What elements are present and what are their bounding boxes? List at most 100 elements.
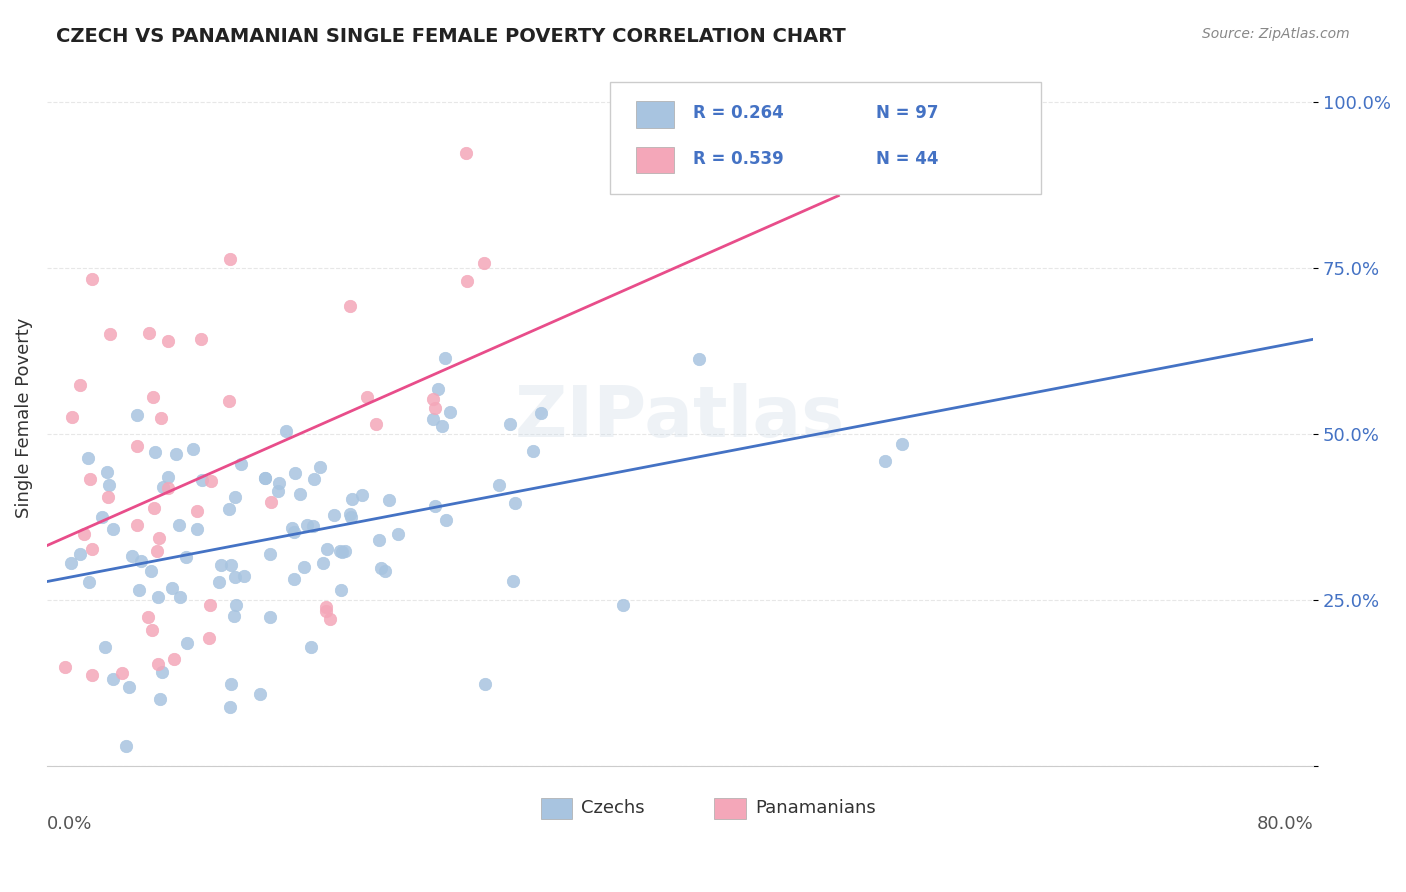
Point [125,408,148,422]
Point [253,471,276,485]
Point [224,490,246,504]
Point [131,554,153,568]
Text: 80.0%: 80.0% [1257,815,1313,833]
Point [218,393,240,408]
Point [149,411,172,425]
Point [156,481,179,495]
Point [169,591,191,605]
Point [219,677,242,691]
Text: Panamanians: Panamanians [755,799,876,817]
Point [219,699,242,714]
Point [433,351,456,365]
Point [302,472,325,486]
Point [322,508,344,522]
FancyBboxPatch shape [541,797,572,819]
Point [101,672,124,686]
Point [430,419,453,434]
Point [423,401,446,415]
Point [69,547,91,561]
Point [612,598,634,612]
Point [456,274,478,288]
FancyBboxPatch shape [636,146,673,173]
Point [73,526,96,541]
Point [299,640,322,654]
Point [209,558,232,572]
Point [80,541,103,556]
Point [150,665,173,679]
Point [190,332,212,346]
Point [374,564,396,578]
Point [302,519,325,533]
Point [176,635,198,649]
Point [339,507,361,521]
Point [110,665,132,680]
Point [69,378,91,392]
Point [284,467,307,481]
Point [146,544,169,558]
Point [82,668,104,682]
Point [319,612,342,626]
Point [186,503,208,517]
Point [425,500,447,514]
Text: N = 44: N = 44 [876,150,939,168]
FancyBboxPatch shape [610,82,1040,194]
Point [259,547,281,561]
Point [283,524,305,539]
Point [198,598,221,612]
Point [145,445,167,459]
Point [115,739,138,754]
Point [98,478,121,492]
Point [259,610,281,624]
Point [218,502,240,516]
Point [249,687,271,701]
Point [156,470,179,484]
Point [225,598,247,612]
Point [96,465,118,479]
Point [472,256,495,270]
Point [142,390,165,404]
Point [370,561,392,575]
Point [439,404,461,418]
Point [98,326,121,341]
Point [434,513,457,527]
Point [60,409,83,424]
Point [207,575,229,590]
Point [308,459,330,474]
Point [295,517,318,532]
Point [283,572,305,586]
Point [474,677,496,691]
Point [59,556,82,570]
Point [152,480,174,494]
Point [167,518,190,533]
Point [311,556,333,570]
Point [356,391,378,405]
Text: 0.0%: 0.0% [46,815,93,833]
Point [426,383,449,397]
Point [165,448,187,462]
Point [502,574,524,589]
Point [138,610,160,624]
Y-axis label: Single Female Poverty: Single Female Poverty [15,318,32,517]
Point [146,657,169,671]
Point [146,590,169,604]
Point [233,569,256,583]
Point [456,146,478,161]
Point [181,442,204,456]
Point [101,522,124,536]
Point [162,652,184,666]
Point [79,472,101,486]
Point [288,487,311,501]
Point [260,494,283,508]
FancyBboxPatch shape [714,797,747,819]
Point [332,545,354,559]
Point [269,475,291,490]
Point [875,454,897,468]
Text: ZIPatlas: ZIPatlas [515,383,845,452]
Point [118,681,141,695]
Point [77,574,100,589]
Point [422,411,444,425]
Point [127,439,149,453]
Point [377,493,399,508]
Point [329,583,352,598]
Point [339,509,361,524]
